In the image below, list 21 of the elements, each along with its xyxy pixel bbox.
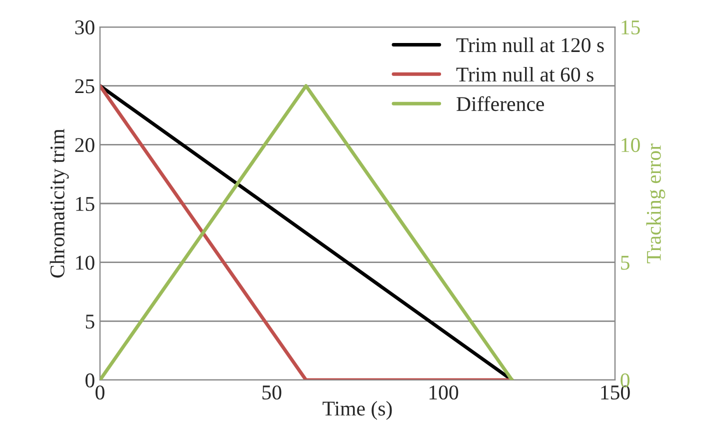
- y2-tick-label: 0: [620, 373, 630, 388]
- legend-label: Difference: [456, 96, 544, 112]
- x-tick-label: 150: [601, 385, 630, 400]
- y-tick-label: 0: [86, 373, 94, 388]
- y2-axis-title: Tracking error: [646, 144, 666, 264]
- y-tick-label: 5: [86, 314, 94, 329]
- y-axis-title: Chromaticity trim: [50, 128, 69, 278]
- y-tick-label: 20: [75, 138, 94, 152]
- x-axis-title: Time (s): [322, 400, 392, 420]
- x-tick-label: 50: [262, 385, 282, 400]
- x-tick-label: 100: [430, 385, 458, 400]
- legend-label: Trim null at 120 s: [456, 38, 604, 52]
- y-tick-label: 25: [75, 79, 94, 94]
- y-tick-label: 15: [76, 196, 94, 211]
- x-tick-label: 0: [96, 385, 104, 400]
- y-tick-label: 30: [75, 20, 94, 34]
- legend-label: Trim null at 60 s: [456, 66, 594, 82]
- y2-tick-label: 15: [622, 20, 640, 34]
- y2-tick-label: 10: [622, 138, 640, 152]
- y2-tick-label: 5: [621, 256, 630, 270]
- y-tick-label: 10: [76, 256, 94, 270]
